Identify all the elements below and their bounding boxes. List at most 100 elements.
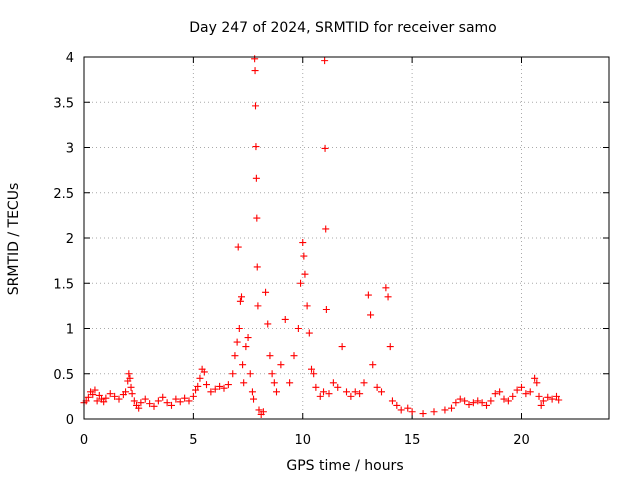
data-point [231, 352, 239, 360]
x-tick-label: 10 [294, 433, 311, 448]
data-point [312, 383, 320, 391]
data-point [207, 388, 215, 396]
data-point [146, 400, 154, 408]
data-point [253, 263, 261, 271]
data-point [130, 397, 138, 405]
data-point [367, 311, 375, 319]
data-point [264, 320, 272, 328]
data-point [408, 408, 416, 416]
data-point [248, 388, 256, 396]
x-axis-label: GPS time / hours [286, 458, 403, 474]
data-point [93, 397, 101, 405]
data-point [203, 381, 210, 389]
data-point [268, 370, 276, 378]
data-point [89, 391, 97, 399]
data-point [548, 395, 556, 403]
data-point [185, 397, 193, 405]
data-point [251, 55, 259, 63]
data-point [240, 379, 248, 387]
data-point [270, 379, 278, 387]
data-point [356, 390, 364, 398]
data-point [137, 399, 145, 407]
x-tick-label: 5 [189, 433, 197, 448]
data-point [102, 394, 110, 402]
data-point [244, 334, 252, 342]
data-point [252, 102, 259, 110]
data-point [364, 291, 372, 299]
data-point [526, 388, 534, 396]
data-point [378, 388, 385, 396]
data-point [388, 397, 396, 405]
data-point [125, 370, 133, 378]
data-point [277, 361, 285, 369]
data-point [382, 284, 390, 292]
data-point [91, 386, 99, 394]
data-point [321, 57, 329, 65]
data-point [253, 214, 261, 222]
data-point [127, 383, 135, 391]
data-point [135, 404, 143, 412]
data-point [347, 392, 355, 400]
data-point [469, 399, 477, 407]
data-point [95, 391, 103, 399]
data-point [487, 397, 495, 405]
data-point [322, 305, 330, 313]
data-point [393, 401, 401, 409]
y-tick-label: 0 [66, 413, 74, 428]
data-point [238, 293, 245, 301]
data-point [441, 406, 449, 414]
data-point [273, 388, 280, 396]
data-point [189, 392, 197, 400]
data-point [535, 392, 543, 400]
data-point [262, 288, 270, 296]
data-point [518, 383, 525, 391]
data-point [320, 388, 328, 396]
data-point [483, 401, 490, 409]
data-point [305, 329, 313, 337]
y-tick-label: 4 [66, 51, 74, 66]
data-point [126, 374, 134, 382]
data-point [216, 382, 224, 390]
data-point [234, 243, 242, 251]
data-point [242, 343, 250, 351]
data-point [522, 390, 530, 398]
data-point [321, 144, 329, 152]
data-point [286, 379, 294, 387]
data-point [294, 325, 302, 332]
y-tick-label: 2.5 [53, 187, 74, 202]
data-point [537, 401, 545, 409]
y-tick-label: 1.5 [53, 277, 74, 292]
data-point [334, 383, 342, 391]
data-point [452, 399, 460, 407]
data-point [343, 388, 350, 396]
data-point [539, 397, 547, 405]
y-axis-label: SRMTID / TECUs [6, 183, 22, 296]
data-point [465, 401, 473, 409]
data-point [194, 382, 202, 390]
data-point [533, 379, 541, 387]
y-tick-label: 2 [66, 232, 74, 247]
grid-lines [84, 57, 609, 419]
data-point [141, 395, 149, 403]
y-tick-label: 3 [66, 142, 74, 157]
x-tick-label: 0 [80, 433, 88, 448]
data-point [555, 396, 563, 404]
y-tick-label: 3.5 [53, 96, 74, 111]
data-point [303, 302, 311, 310]
data-point [246, 370, 254, 378]
data-point [163, 399, 171, 407]
data-point [491, 390, 499, 398]
data-point [220, 384, 228, 392]
data-point [211, 385, 219, 393]
data-point [233, 338, 241, 346]
data-point [229, 370, 237, 378]
data-point [456, 395, 464, 403]
data-point [544, 393, 552, 401]
data-point [297, 279, 305, 287]
data-point [504, 397, 512, 405]
data-point [300, 252, 308, 260]
data-point [250, 395, 258, 403]
data-point [531, 374, 539, 382]
data-point [308, 365, 315, 373]
data-point [259, 408, 267, 416]
